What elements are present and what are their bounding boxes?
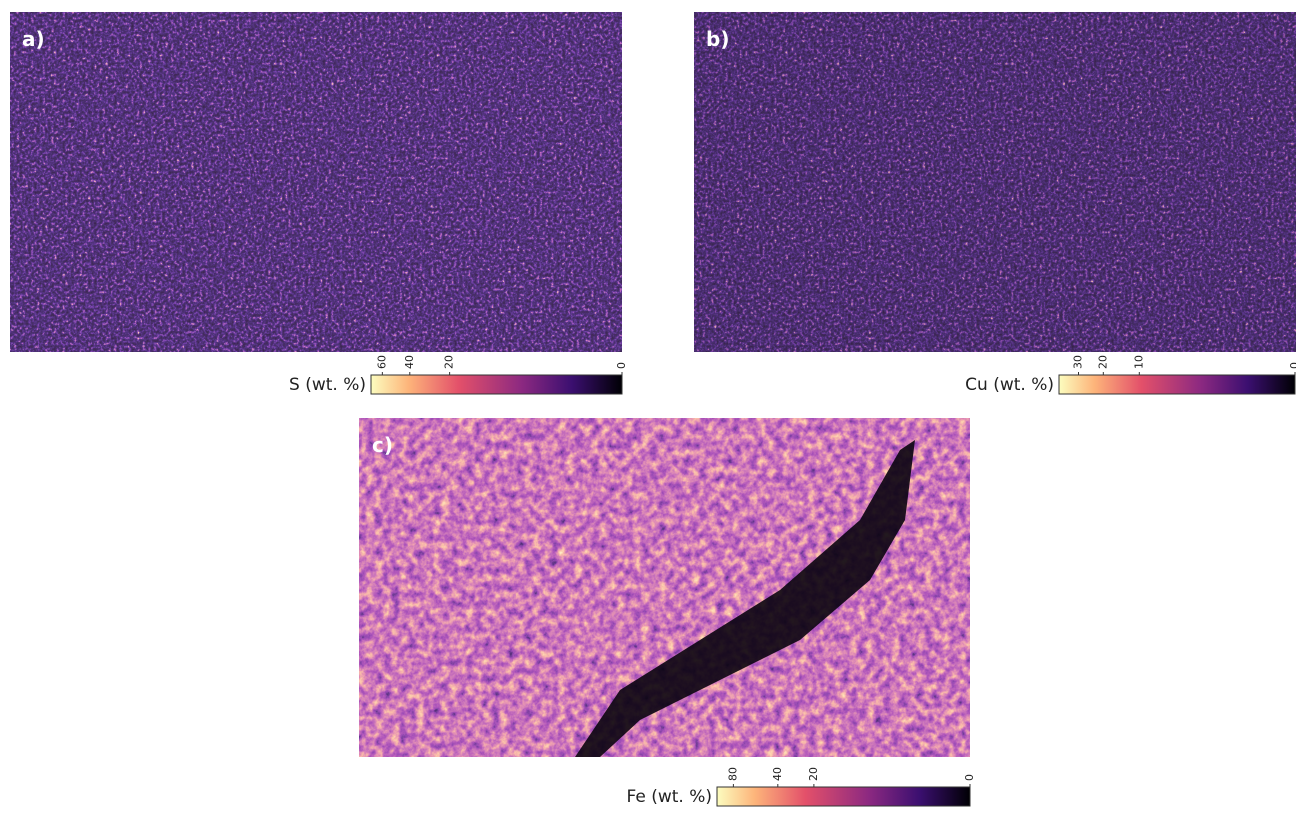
panel-label: a) [22, 27, 45, 51]
tick-label: 10 [1132, 355, 1145, 369]
tick-label: 0 [963, 774, 976, 781]
map-texture [10, 12, 622, 352]
tick-label: 0 [615, 362, 628, 369]
tick-label: 20 [443, 355, 456, 369]
panel-c [359, 418, 970, 757]
panel-a [10, 12, 622, 352]
colorbar [1059, 375, 1295, 394]
tick-label: 30 [1072, 355, 1085, 369]
tick-label: 80 [726, 767, 739, 781]
tick-label: 0 [1288, 362, 1296, 369]
colorbar-label: Fe (wt. %) [626, 787, 712, 807]
panel-label: b) [706, 27, 729, 51]
tick-label: 20 [807, 767, 820, 781]
tick-label: 40 [403, 355, 416, 369]
colorbar-label: Cu (wt. %) [965, 375, 1054, 395]
panel-b [694, 12, 1296, 352]
tick-label: 20 [1096, 355, 1109, 369]
tick-label: 60 [375, 355, 388, 369]
panel-label: c) [372, 433, 393, 457]
colorbar [371, 375, 622, 394]
map-texture [694, 12, 1296, 352]
tick-label: 40 [771, 767, 784, 781]
colorbar-label: S (wt. %) [289, 375, 366, 395]
colorbar [717, 787, 970, 806]
figure: a) S (wt. %) 60 40 20 0 b) Cu (wt. %) 30 20 10 0 c) F… [0, 0, 1296, 811]
